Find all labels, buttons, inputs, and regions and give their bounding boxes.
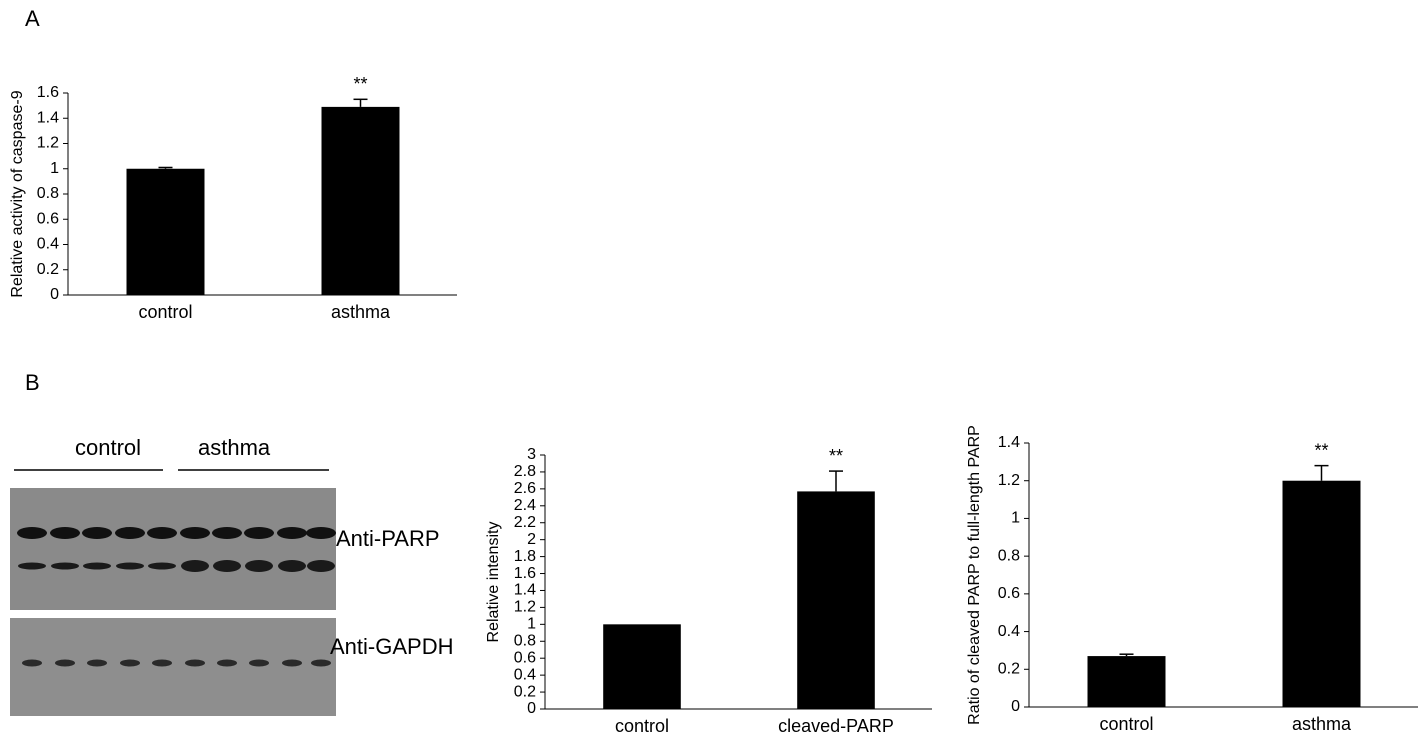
y-tick-label: 0.6 bbox=[998, 585, 1020, 602]
bar bbox=[797, 491, 875, 709]
y-tick-label: 0.2 bbox=[998, 661, 1020, 678]
band bbox=[18, 563, 46, 570]
band bbox=[17, 527, 47, 539]
y-tick-label: 0 bbox=[50, 286, 59, 303]
x-tick-label: asthma bbox=[331, 302, 391, 322]
y-tick-label: 1.8 bbox=[514, 548, 536, 565]
band bbox=[311, 660, 331, 667]
band bbox=[282, 660, 302, 667]
band bbox=[87, 660, 107, 667]
significance-label: ** bbox=[353, 74, 367, 94]
band bbox=[120, 660, 140, 667]
band bbox=[22, 660, 42, 667]
band bbox=[212, 527, 242, 539]
band bbox=[147, 527, 177, 539]
y-tick-label: 0 bbox=[1011, 698, 1020, 715]
band bbox=[185, 660, 205, 667]
y-tick-label: 0.8 bbox=[514, 632, 536, 649]
bar bbox=[127, 169, 205, 295]
band bbox=[306, 527, 336, 539]
y-axis-label: Relative intensity bbox=[485, 522, 502, 643]
y-axis-label: Relative activity of caspase-9 bbox=[9, 90, 26, 297]
blot-image bbox=[10, 618, 336, 716]
band bbox=[116, 563, 144, 570]
y-tick-label: 2 bbox=[527, 531, 536, 548]
y-tick-label: 0.4 bbox=[514, 666, 536, 683]
y-tick-label: 1.2 bbox=[998, 472, 1020, 489]
y-tick-label: 0.4 bbox=[37, 236, 59, 253]
panel-label: A bbox=[25, 6, 40, 31]
y-tick-label: 2.4 bbox=[514, 497, 536, 514]
band bbox=[245, 560, 273, 572]
y-tick-label: 1.6 bbox=[514, 565, 536, 582]
figure: A B control asthma Anti-PARP Anti-GAPDH … bbox=[0, 0, 1419, 738]
bar bbox=[322, 107, 400, 295]
band bbox=[50, 527, 80, 539]
band bbox=[82, 527, 112, 539]
blot-label: Anti-PARP bbox=[336, 526, 440, 551]
band bbox=[249, 660, 269, 667]
y-tick-label: 0.6 bbox=[514, 649, 536, 666]
y-tick-label: 1 bbox=[50, 160, 59, 177]
y-tick-label: 0.8 bbox=[37, 185, 59, 202]
y-tick-label: 2.6 bbox=[514, 480, 536, 497]
band bbox=[55, 660, 75, 667]
band bbox=[213, 560, 241, 572]
significance-label: ** bbox=[829, 446, 843, 466]
y-tick-label: 1.4 bbox=[514, 582, 536, 599]
y-tick-label: 0.8 bbox=[998, 547, 1020, 564]
y-tick-label: 1.2 bbox=[514, 599, 536, 616]
band bbox=[244, 527, 274, 539]
y-tick-label: 1.4 bbox=[37, 109, 59, 126]
bar bbox=[1088, 656, 1166, 707]
y-tick-label: 1.2 bbox=[37, 135, 59, 152]
x-tick-label: control bbox=[1099, 714, 1153, 734]
y-tick-label: 0.2 bbox=[37, 261, 59, 278]
band bbox=[181, 560, 209, 572]
y-tick-label: 0.4 bbox=[998, 623, 1020, 640]
y-tick-label: 1.4 bbox=[998, 434, 1020, 451]
x-tick-label: cleaved-PARP bbox=[778, 716, 894, 736]
y-tick-label: 1.6 bbox=[37, 84, 59, 101]
y-tick-label: 0.6 bbox=[37, 210, 59, 227]
x-tick-label: control bbox=[138, 302, 192, 322]
y-tick-label: 2.8 bbox=[514, 463, 536, 480]
bar bbox=[603, 624, 681, 709]
x-tick-label: control bbox=[615, 716, 669, 736]
band bbox=[83, 563, 111, 570]
y-tick-label: 1 bbox=[1011, 510, 1020, 527]
y-tick-label: 0 bbox=[527, 700, 536, 717]
band bbox=[180, 527, 210, 539]
y-tick-label: 1 bbox=[527, 616, 536, 633]
band bbox=[148, 563, 176, 570]
y-tick-label: 3 bbox=[527, 446, 536, 463]
band bbox=[217, 660, 237, 667]
significance-label: ** bbox=[1314, 440, 1328, 460]
band bbox=[51, 563, 79, 570]
blot-group-label: control bbox=[75, 435, 141, 460]
band bbox=[115, 527, 145, 539]
band bbox=[277, 527, 307, 539]
panel-label: B bbox=[25, 370, 40, 395]
band bbox=[307, 560, 335, 572]
blot-image bbox=[10, 488, 336, 610]
band bbox=[278, 560, 306, 572]
blot-label: Anti-GAPDH bbox=[330, 634, 453, 659]
band bbox=[152, 660, 172, 667]
y-axis-label: Ratio of cleaved PARP to full-length PAR… bbox=[966, 425, 983, 725]
y-tick-label: 2.2 bbox=[514, 514, 536, 531]
blot-group-label: asthma bbox=[198, 435, 271, 460]
y-tick-label: 0.2 bbox=[514, 683, 536, 700]
x-tick-label: asthma bbox=[1292, 714, 1352, 734]
bar bbox=[1283, 481, 1361, 707]
